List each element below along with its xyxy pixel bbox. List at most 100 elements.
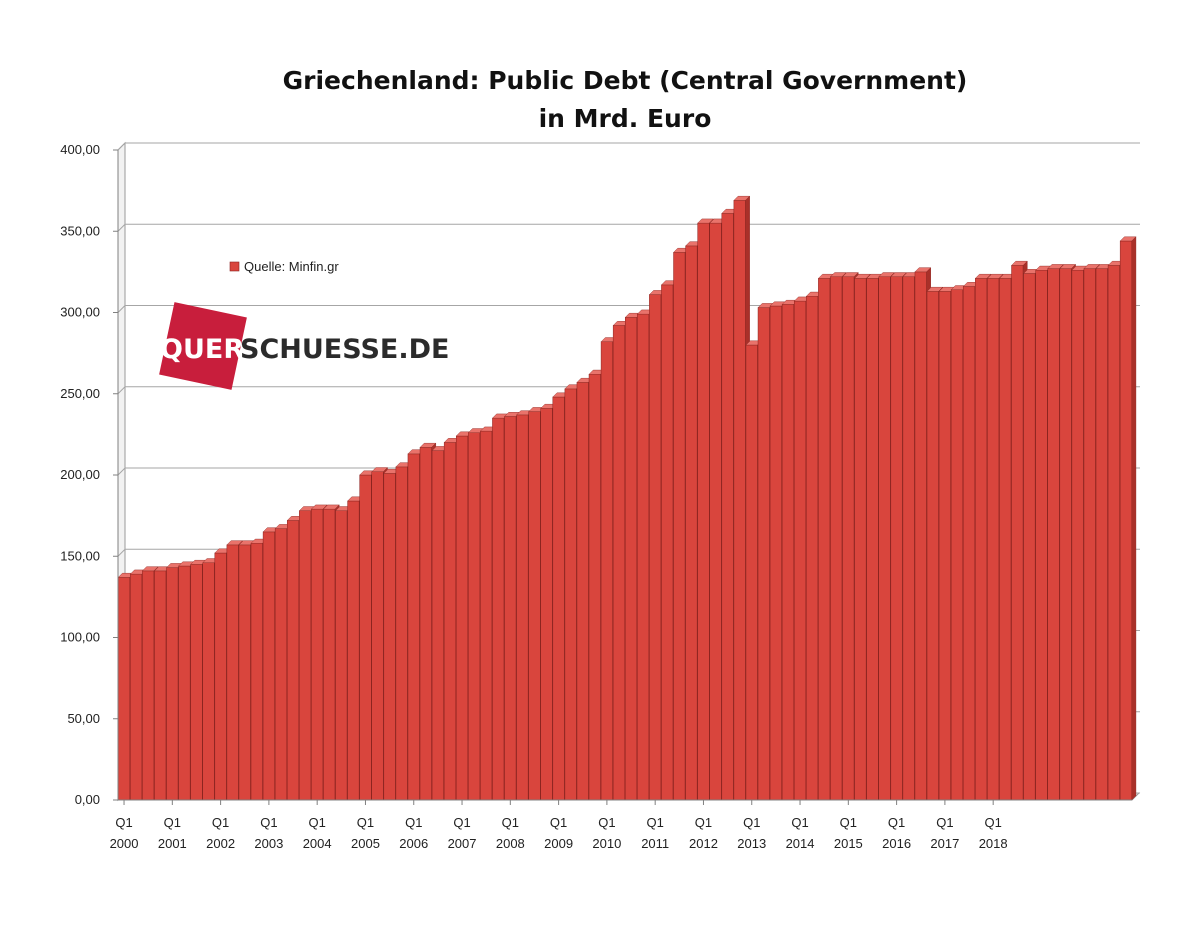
bar-front <box>552 396 565 801</box>
x-tick-year: 2004 <box>303 836 332 851</box>
x-tick-quarter: Q1 <box>840 815 857 830</box>
bar-front <box>347 500 360 801</box>
bar-front <box>745 344 758 801</box>
bar-front <box>806 296 819 801</box>
x-tick-year: 2003 <box>254 836 283 851</box>
bar-front <box>842 276 855 801</box>
y-tick-label: 200,00 <box>60 467 100 482</box>
bar-front <box>1119 240 1133 801</box>
gridline <box>117 223 1140 232</box>
x-tick-quarter: Q1 <box>212 815 229 830</box>
bar-front <box>950 289 964 801</box>
x-tick-year: 2013 <box>737 836 766 851</box>
x-tick-year: 2015 <box>834 836 863 851</box>
bar-front <box>226 544 239 801</box>
bar-front <box>540 408 553 801</box>
x-tick-quarter: Q1 <box>502 815 519 830</box>
bar-front <box>238 544 251 801</box>
chart-subtitle: in Mrd. Euro <box>538 104 712 133</box>
bar-front <box>214 552 227 801</box>
y-tick-label: 250,00 <box>60 386 100 401</box>
bar-front <box>769 305 782 801</box>
x-tick-quarter: Q1 <box>260 815 277 830</box>
bar-front <box>987 278 1000 801</box>
x-tick-year: 2000 <box>110 836 139 851</box>
bar-front <box>1011 265 1024 801</box>
bar-front <box>407 453 420 801</box>
watermark-logo: QUER SCHUESSE.DE <box>159 302 449 390</box>
x-tick-year: 2006 <box>399 836 428 851</box>
y-tick-label: 100,00 <box>60 630 100 645</box>
bars <box>117 195 1137 801</box>
bar-front <box>443 442 457 801</box>
x-tick-year: 2011 <box>641 836 669 851</box>
bar-front <box>504 416 517 801</box>
bar-front <box>468 432 481 801</box>
bar-front <box>878 276 891 801</box>
bar-front <box>697 222 710 801</box>
bar-front <box>274 528 288 801</box>
bar-front <box>721 213 734 801</box>
x-tick-year: 2008 <box>496 836 525 851</box>
x-tick-quarter: Q1 <box>598 815 615 830</box>
bar <box>1119 236 1137 801</box>
x-tick-year: 2009 <box>544 836 573 851</box>
x-tick-quarter: Q1 <box>164 815 181 830</box>
bar-front <box>311 508 324 801</box>
logo-square <box>159 302 247 390</box>
y-tick-label: 350,00 <box>60 223 100 238</box>
bar-front <box>1107 265 1120 801</box>
bar-front <box>371 471 384 801</box>
bar-front <box>190 564 203 801</box>
x-tick-year: 2012 <box>689 836 718 851</box>
x-tick-year: 2017 <box>930 836 959 851</box>
bar-front <box>1083 268 1096 801</box>
bar-side <box>1131 236 1137 801</box>
bar-front <box>938 291 951 801</box>
bar-front <box>818 278 831 801</box>
bar-front <box>1023 273 1036 801</box>
x-tick-quarter: Q1 <box>453 815 470 830</box>
bar-front <box>335 510 348 801</box>
x-tick-quarter: Q1 <box>985 815 1002 830</box>
bar-front <box>576 382 589 801</box>
x-tick-quarter: Q1 <box>115 815 132 830</box>
bar-front <box>299 510 312 801</box>
bar-front <box>661 284 674 801</box>
x-tick-quarter: Q1 <box>357 815 374 830</box>
bar-front <box>395 466 408 801</box>
bar-front <box>637 313 650 801</box>
bar-front <box>830 276 843 801</box>
bar-front <box>130 573 143 801</box>
bar-front <box>733 200 746 801</box>
bar-front <box>612 325 626 801</box>
bar-front <box>890 276 903 801</box>
x-tick-year: 2007 <box>448 836 477 851</box>
y-tick-label: 150,00 <box>60 548 100 563</box>
bar-front <box>323 508 336 801</box>
bar-front <box>431 450 444 801</box>
x-tick-year: 2014 <box>786 836 815 851</box>
bar-front <box>480 430 493 801</box>
bar-front <box>757 307 770 801</box>
bar-front <box>781 304 795 801</box>
bar-front <box>516 414 529 801</box>
bar-front <box>926 291 939 801</box>
x-tick-quarter: Q1 <box>791 815 808 830</box>
legend: Quelle: Minfin.gr <box>229 259 339 274</box>
x-tick-quarter: Q1 <box>743 815 760 830</box>
x-tick-quarter: Q1 <box>695 815 712 830</box>
bar-front <box>1035 270 1048 801</box>
bar-front <box>383 473 396 801</box>
bar-front <box>564 388 577 801</box>
bar-front <box>962 286 976 801</box>
bar-front <box>914 271 927 801</box>
bar-front <box>117 577 131 801</box>
chart-title-block: Griechenland: Public Debt (Central Gover… <box>0 62 1200 138</box>
bar-front <box>528 411 541 801</box>
x-tick-year: 2002 <box>206 836 235 851</box>
bar-front <box>286 520 300 801</box>
bar-front <box>902 276 915 801</box>
bar-front <box>166 567 179 801</box>
